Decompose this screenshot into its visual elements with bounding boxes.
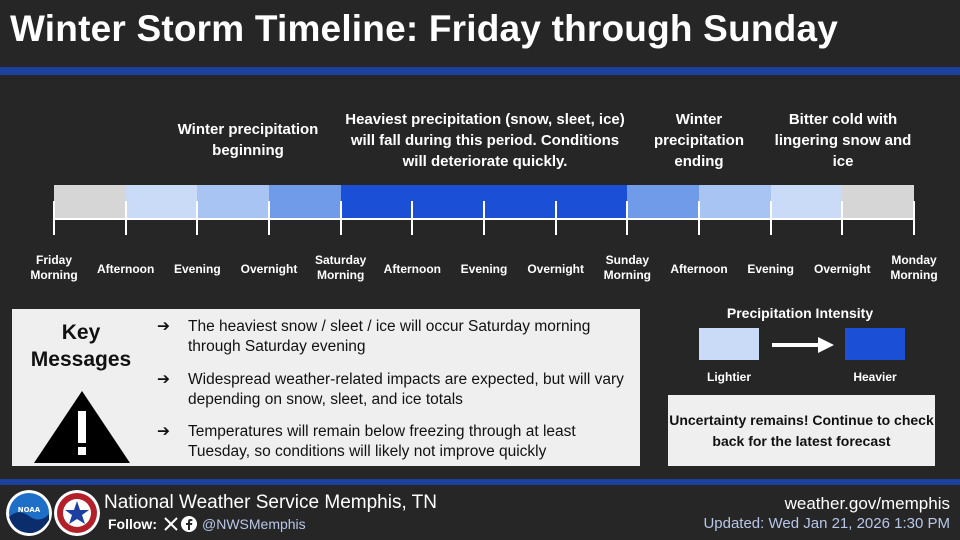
key-message-item: ➔ Widespread weather-related impacts are… <box>157 370 637 410</box>
phase-bitter-cold: Bitter cold with lingering snow and ice <box>774 111 912 170</box>
timeline-label-line: Sunday <box>605 253 649 267</box>
arrow-right-icon: ➔ <box>157 318 170 335</box>
facebook-icon[interactable] <box>181 516 197 532</box>
social-follow: Follow: @NWSMemphis <box>108 516 306 532</box>
timeline-label-line: Evening <box>173 262 221 276</box>
graphic-title: Winter Storm Timeline: Friday through Su… <box>10 8 839 49</box>
timeline-label: Monday Morning <box>869 253 959 283</box>
light-intensity-swatch <box>699 328 759 360</box>
timeline-label: Saturday Morning <box>296 253 386 283</box>
timeline-tick <box>268 201 270 235</box>
timeline-tick <box>339 201 342 235</box>
arrow-right-icon: ➔ <box>157 423 170 440</box>
timeline-label-line: Afternoon <box>96 262 155 276</box>
timeline-label-line: Evening <box>460 262 508 276</box>
arrow-right-icon: ➔ <box>157 371 170 388</box>
timeline-label: Overnight <box>511 262 601 277</box>
timeline-label: Overnight <box>797 262 887 277</box>
timeline-tick <box>841 201 844 235</box>
timeline-label-line: Overnight <box>240 262 298 276</box>
timeline-label: Evening <box>726 262 816 277</box>
noaa-logo: NOAA <box>6 490 52 536</box>
timeline-tick <box>554 201 557 235</box>
timeline-label: Afternoon <box>81 262 171 277</box>
key-message-text: Widespread weather-related impacts are e… <box>188 371 624 408</box>
header-divider <box>0 67 960 75</box>
timeline-tick <box>769 201 772 235</box>
key-message-text: The heaviest snow / sleet / ice will occ… <box>188 318 591 355</box>
timeline-tick <box>53 201 55 235</box>
key-message-text: Temperatures will remain below freezing … <box>188 423 576 460</box>
timeline-tick <box>483 201 485 235</box>
phase-beginning: Winter precipitation beginning <box>177 121 319 159</box>
light-intensity-label: Lightier <box>707 370 751 384</box>
timeline-segment <box>54 185 127 219</box>
timeline-label-line: Morning <box>316 268 365 282</box>
timeline-tick <box>196 201 199 235</box>
timeline-tick <box>913 201 915 235</box>
updated-timestamp: Updated: Wed Jan 21, 2026 1:30 PM <box>703 515 950 532</box>
timeline-segment <box>125 185 198 219</box>
key-message-item: ➔ Temperatures will remain below freezin… <box>157 422 637 462</box>
heavy-intensity-swatch <box>845 328 905 360</box>
timeline-tick <box>698 201 700 235</box>
timeline-bar <box>54 185 915 219</box>
timeline-label-line: Afternoon <box>670 262 728 276</box>
timeline-tick <box>124 201 127 235</box>
timeline-tick <box>626 201 629 235</box>
timeline-label: Afternoon <box>367 262 457 277</box>
follow-label: Follow: <box>108 516 157 532</box>
timeline-label-line: Evening <box>747 262 794 276</box>
timeline-label-line: Morning <box>890 268 938 282</box>
social-handle[interactable]: @NWSMemphis <box>202 516 306 532</box>
timeline-label: Sunday Morning <box>582 253 672 283</box>
timeline-segment <box>627 185 700 219</box>
office-name: National Weather Service Memphis, TN <box>104 492 437 513</box>
timeline-segment <box>484 185 557 219</box>
timeline-label: Afternoon <box>654 262 744 277</box>
timeline-label-line: Afternoon <box>383 262 441 276</box>
timeline-label-line: Overnight <box>527 262 584 276</box>
intensity-legend-title: Precipitation Intensity <box>726 305 874 321</box>
timeline-segment <box>197 185 270 219</box>
timeline-label-line: Morning <box>30 268 78 282</box>
timeline-label: Overnight <box>224 262 314 277</box>
nws-logo <box>54 490 100 536</box>
uncertainty-notice: Uncertainty remains! Continue to check b… <box>668 395 935 466</box>
key-message-item: ➔ The heaviest snow / sleet / ice will o… <box>157 317 637 357</box>
phase-heaviest: Heaviest precipitation (snow, sleet, ice… <box>345 111 625 170</box>
noaa-logo-text: NOAA <box>18 506 41 514</box>
timeline-segment <box>770 185 843 219</box>
heavy-intensity-label: Heavier <box>853 370 897 384</box>
timeline-segment <box>412 185 485 219</box>
timeline-segment <box>340 185 413 219</box>
key-messages-panel: Key Messages ➔ The heaviest snow / sleet… <box>12 309 640 466</box>
timeline-label-line: Morning <box>603 268 651 282</box>
timeline-segment <box>555 185 628 219</box>
timeline-label-line: Overnight <box>813 262 871 276</box>
timeline-segment <box>842 185 915 219</box>
key-messages-title: Key Messages <box>30 321 132 371</box>
timeline-label-line: Saturday <box>314 253 367 267</box>
x-icon[interactable] <box>163 516 179 532</box>
phase-ending: Winter precipitation ending <box>653 111 744 170</box>
timeline-label-line: Friday <box>35 253 72 267</box>
arrow-right-icon <box>772 337 834 353</box>
timeline-label: Evening <box>439 262 529 277</box>
timeline-label-line: Monday <box>891 253 937 267</box>
timeline-tick <box>411 201 414 235</box>
warning-icon <box>34 391 130 463</box>
timeline-segment <box>699 185 772 219</box>
timeline-segment <box>269 185 342 219</box>
timeline-label: Friday Morning <box>9 253 99 283</box>
timeline-label: Evening <box>152 262 242 277</box>
website-link[interactable]: weather.gov/memphis <box>784 494 950 513</box>
footer-divider <box>0 479 960 485</box>
